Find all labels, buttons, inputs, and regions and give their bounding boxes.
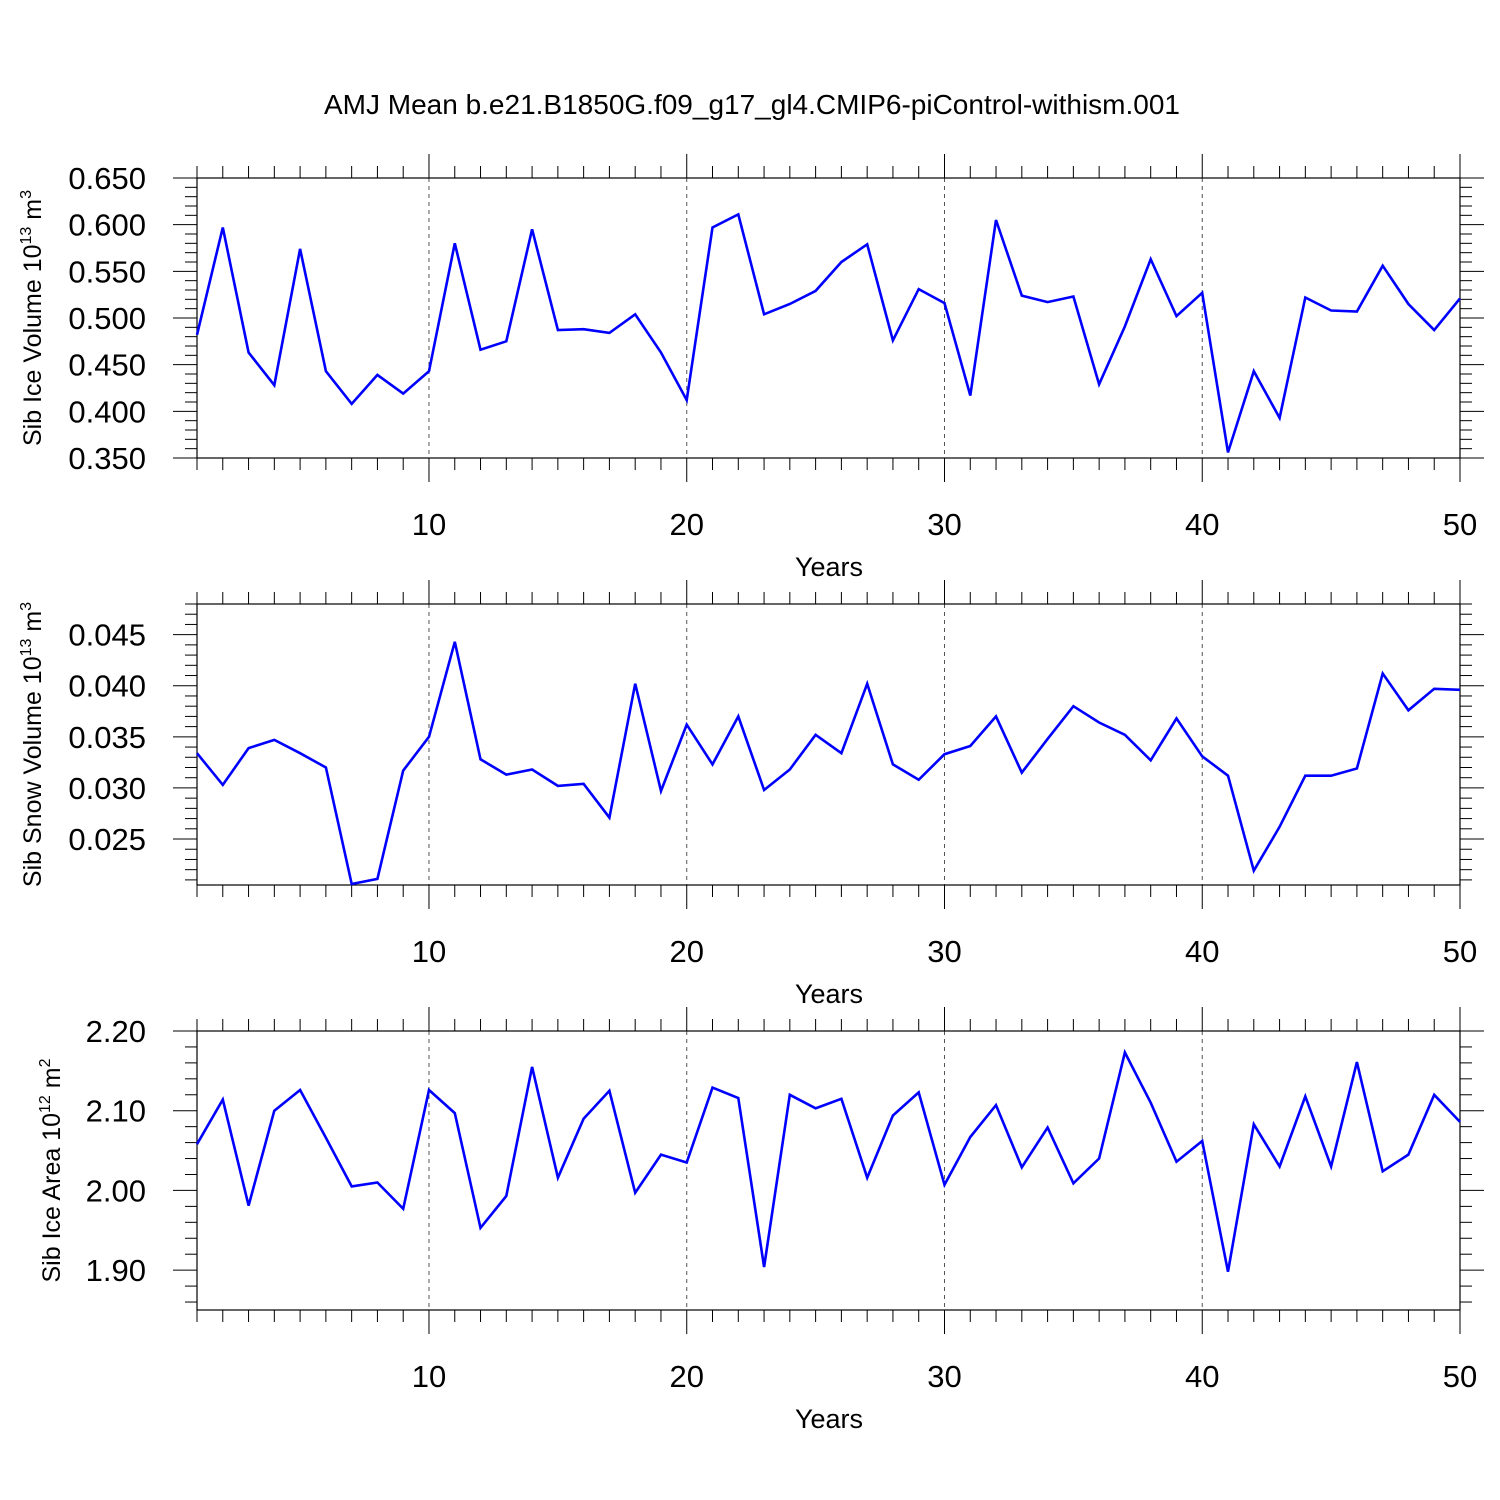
y-tick-label: 0.550 [68,254,146,289]
y-tick-label: 0.600 [68,208,146,243]
y-tick-label: 0.045 [68,618,146,653]
x-axis-label: Years [795,1404,863,1434]
chart-panel-1: 0.350 0.400 0.450 0.500 0.550 0.600 0.650 10 20 3… [18,154,1484,582]
x-tick-label: 50 [1443,1359,1477,1394]
x-tick-label: 30 [927,934,961,969]
plot-frame [196,603,1461,886]
y-axis-label: Sib Ice Area 1012 m2 [37,1058,66,1282]
x-tick-label: 50 [1443,507,1477,542]
y-tick-label: 0.035 [68,720,146,755]
chart-title: AMJ Mean b.e21.B1850G.f09_g17_gl4.CMIP6-… [324,89,1180,120]
x-tick-label: 10 [412,934,446,969]
x-tick-label: 10 [412,1359,446,1394]
y-axis-label: Sib Snow Volume 1013 m3 [18,602,47,887]
y-tick-label: 0.030 [68,771,146,806]
y-tick-label: 0.650 [68,161,146,196]
y-tick-label: 0.350 [68,441,146,476]
x-tick-label: 40 [1185,507,1219,542]
x-tick-label: 20 [669,1359,703,1394]
y-axis-label: Sib Ice Volume 1013 m3 [18,190,47,446]
data-series-line [195,1048,1461,1272]
x-tick-label: 40 [1185,934,1219,969]
x-tick-label: 20 [669,934,703,969]
x-tick-label: 10 [412,507,446,542]
y-tick-label: 0.400 [68,394,146,429]
y-tick-label: 2.00 [86,1173,146,1208]
chart-panel-3: 1.90 2.00 2.10 2.20 10 20 30 40 50 Years Sib Ice A… [37,1007,1484,1434]
plot-frame [196,177,1461,459]
y-tick-label: 2.20 [86,1014,146,1049]
x-tick-label: 30 [927,1359,961,1394]
data-series-line [195,212,1462,453]
x-tick-label: 50 [1443,934,1477,969]
chart-panels: 0.350 0.400 0.450 0.500 0.550 0.600 0.650 10 20 3… [18,154,1484,1434]
y-tick-label: 0.040 [68,669,146,704]
x-axis-label: Years [795,552,863,582]
plot-frame [196,1030,1461,1311]
x-tick-label: 20 [669,507,703,542]
y-tick-label: 1.90 [86,1253,146,1288]
x-tick-label: 40 [1185,1359,1219,1394]
y-tick-label: 0.500 [68,301,146,336]
x-tick-label: 30 [927,507,961,542]
y-tick-label: 0.450 [68,348,146,383]
chart-panel-2: 0.025 0.030 0.035 0.040 0.045 10 20 30 40 50 Years… [18,580,1484,1009]
x-axis-label: Years [795,979,863,1009]
y-tick-label: 0.025 [68,822,146,857]
y-tick-label: 2.10 [86,1094,146,1129]
data-series-line [195,641,1461,886]
